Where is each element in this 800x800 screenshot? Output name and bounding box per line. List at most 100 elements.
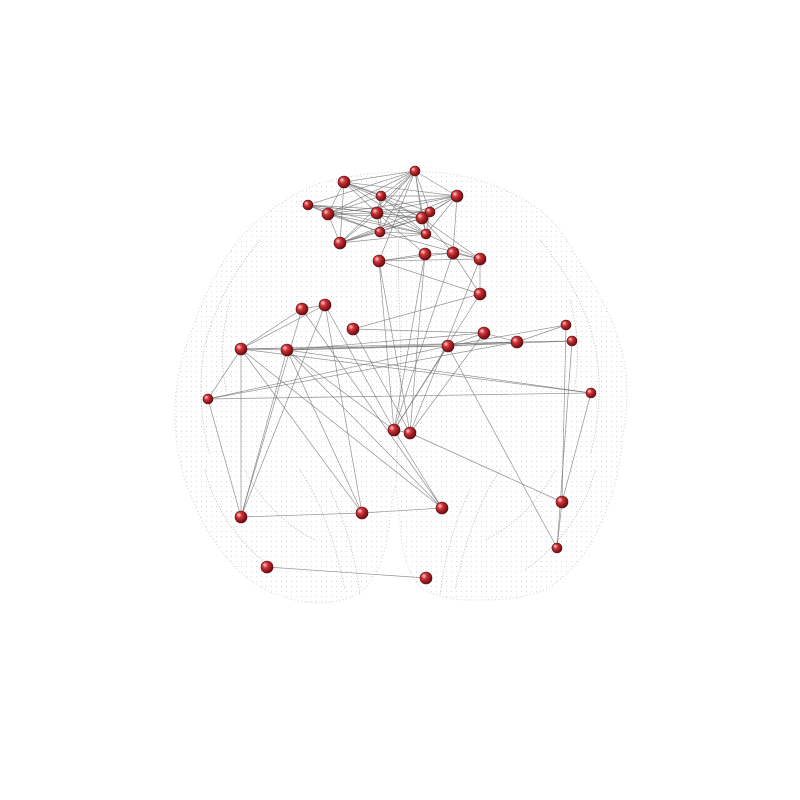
node-highlight: [358, 509, 362, 513]
connection-edge: [240, 308, 303, 350]
connection-edge: [452, 195, 458, 254]
node-highlight: [480, 329, 484, 333]
connection-edge: [376, 212, 427, 235]
node-highlight: [263, 563, 267, 567]
connection-edge: [324, 304, 363, 514]
node-highlight: [513, 338, 517, 342]
brain-region-node: [387, 423, 401, 437]
node-highlight: [375, 257, 379, 261]
connection-edge: [240, 304, 326, 518]
brain-surface: [174, 171, 628, 604]
brain-region-node: [473, 252, 487, 266]
connection-edge: [393, 429, 443, 509]
connection-edge: [352, 328, 411, 434]
brain-region-node: [424, 206, 436, 218]
brain-region-node: [321, 207, 335, 221]
brain-region-node: [372, 254, 386, 268]
brain-region-node: [260, 560, 274, 574]
node-highlight: [376, 228, 380, 232]
connection-edge: [240, 349, 288, 518]
connection-edge: [425, 233, 481, 260]
brain-region-node: [337, 175, 351, 189]
connection-edge: [378, 260, 481, 295]
brain-region-node: [355, 506, 369, 520]
node-highlight: [422, 574, 426, 578]
connection-edge: [207, 398, 242, 518]
brain-region-node: [202, 393, 214, 405]
connection-edge: [376, 195, 458, 214]
connection-edge: [361, 507, 443, 514]
brain-region-node: [477, 326, 491, 340]
connection-edge: [327, 195, 382, 215]
connection-edge: [286, 349, 592, 394]
node-highlight: [373, 209, 377, 213]
connection-edge: [393, 252, 454, 431]
node-highlight: [449, 249, 453, 253]
connection-edge: [240, 348, 443, 509]
brain-region-node: [302, 199, 314, 211]
connection-edge: [327, 195, 458, 215]
node-highlight: [418, 214, 422, 218]
node-highlight: [237, 513, 241, 517]
brain-region-node: [435, 501, 449, 515]
node-highlight: [390, 426, 394, 430]
connection-edge: [380, 195, 427, 235]
connection-edge: [343, 170, 416, 183]
connection-edge: [240, 304, 326, 350]
connection-edge: [339, 212, 378, 244]
connection-edge: [207, 392, 592, 400]
connection-edge: [339, 233, 427, 244]
node-highlight: [298, 305, 302, 309]
connection-edge: [240, 348, 592, 394]
node-highlight: [349, 325, 353, 329]
connection-edge: [421, 217, 454, 254]
connection-edge: [286, 345, 449, 351]
connection-edge: [240, 348, 288, 351]
brain-region-node: [374, 226, 386, 238]
node-highlight: [411, 167, 415, 171]
brain-region-node: [318, 298, 332, 312]
connection-edge: [207, 341, 518, 400]
brain-region-node: [441, 339, 455, 353]
connection-edge: [409, 253, 426, 434]
node-highlight: [568, 337, 572, 341]
connection-edge: [376, 212, 426, 255]
node-highlight: [558, 498, 562, 502]
connection-edge: [286, 349, 395, 431]
node-highlight: [587, 389, 591, 393]
connection-edge: [378, 258, 481, 262]
brain-region-node: [510, 335, 524, 349]
connection-edge: [207, 345, 449, 400]
brain-region-node: [295, 302, 309, 316]
connection-edge: [447, 345, 558, 549]
brain-region-node: [403, 426, 417, 440]
connection-edge: [380, 170, 416, 197]
brain-region-node: [409, 165, 421, 177]
brain-region-node: [585, 387, 597, 399]
brain-region-node: [473, 287, 487, 301]
node-highlight: [321, 301, 325, 305]
node-highlight: [304, 201, 308, 205]
connection-edge: [240, 345, 449, 350]
connection-edge: [339, 195, 458, 244]
brain-region-node: [420, 228, 432, 240]
connection-edge: [240, 308, 303, 518]
connection-edge: [378, 252, 454, 262]
node-highlight: [406, 429, 410, 433]
connection-edge: [286, 349, 363, 514]
brain-region-node: [450, 189, 464, 203]
connection-edge: [286, 341, 518, 351]
connection-edge: [352, 293, 481, 330]
connection-edge: [266, 566, 427, 579]
brain-region-node: [333, 236, 347, 250]
connection-edge: [327, 213, 381, 233]
connection-edge: [452, 252, 481, 295]
connection-edge: [379, 231, 427, 235]
brain-region-node: [560, 319, 572, 331]
connection-edge: [409, 332, 485, 434]
node-highlight: [476, 290, 480, 294]
node-highlight: [421, 250, 425, 254]
connection-edge: [207, 348, 242, 400]
node-highlight: [438, 504, 442, 508]
brain-region-node: [234, 510, 248, 524]
